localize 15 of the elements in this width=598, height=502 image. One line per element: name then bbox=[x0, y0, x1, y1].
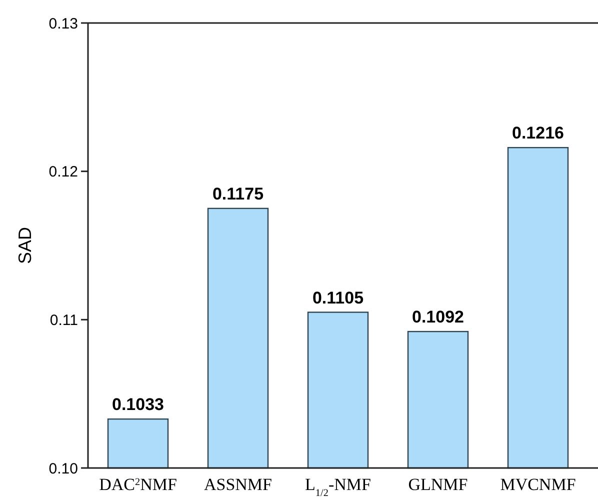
x-tick-label: DAC$^{2}$NMF bbox=[99, 475, 177, 494]
x-tick-label: MVCNMF bbox=[500, 475, 576, 494]
data-label: 0.1092 bbox=[412, 308, 464, 327]
data-label: 0.1216 bbox=[512, 124, 564, 143]
y-tick-label: 0.10 bbox=[48, 460, 78, 478]
x-tick-label: ASSNMF bbox=[204, 475, 272, 494]
x-tick-label: L$_{1/2}$-NMF bbox=[305, 475, 371, 498]
y-tick-label: 0.12 bbox=[48, 164, 78, 181]
x-tick-label: GLNMF bbox=[408, 475, 468, 494]
data-label: 0.1033 bbox=[112, 395, 164, 414]
y-tick-label: 0.13 bbox=[48, 15, 78, 32]
data-label: 0.1105 bbox=[312, 288, 364, 308]
y-axis-title: SAD bbox=[15, 226, 35, 264]
data-label: 0.1175 bbox=[212, 184, 264, 204]
y-tick-label: 0.11 bbox=[50, 312, 78, 329]
